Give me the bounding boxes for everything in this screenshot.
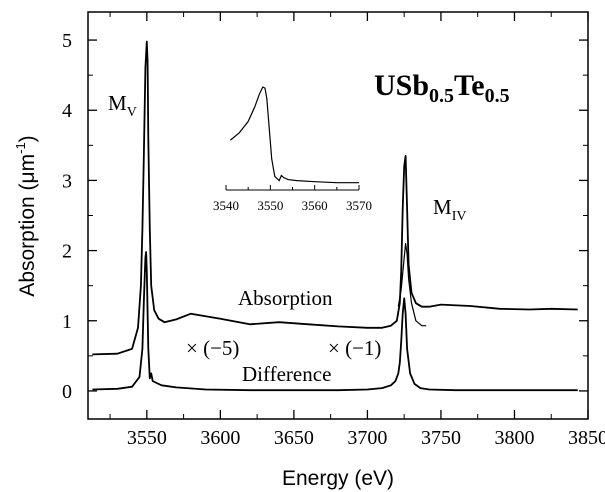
x-tick-label: 3700 <box>347 427 387 449</box>
inset-x-tick-label: 3550 <box>257 198 283 213</box>
series-0-line <box>92 40 578 356</box>
y-tick-label: 3 <box>62 170 72 192</box>
y-tick-label: 0 <box>62 381 72 403</box>
inset-x-tick-label: 3560 <box>302 198 328 213</box>
axis-ticks: 3550 3600 3650 3700 3750 3800 3850 0 1 2 3 4 5 <box>62 12 605 449</box>
inset-plot: 3540 3550 3560 3570 <box>213 86 372 213</box>
absorption-label: Absorption <box>238 286 333 310</box>
x-tick-label: 3850 <box>568 427 605 449</box>
x-tick-label: 3750 <box>421 427 461 449</box>
mv-label: MV <box>108 91 137 120</box>
series-lines <box>92 40 578 392</box>
x-axis-label: Energy (eV) <box>282 467 394 490</box>
y-tick-label: 5 <box>62 30 72 52</box>
miv-label: MIV <box>433 195 466 224</box>
x-tick-label: 3800 <box>494 427 534 449</box>
inset-line <box>230 86 359 184</box>
inset-x-tick-label: 3570 <box>346 198 372 213</box>
scale-left-label: × (−5) <box>186 336 239 360</box>
scale-right-label: × (−1) <box>328 336 381 360</box>
series-1-line <box>397 243 427 327</box>
x-tick-label: 3550 <box>127 427 167 449</box>
difference-label: Difference <box>242 362 331 386</box>
chart-title: USb0.5Te0.5 <box>374 69 510 107</box>
series-2-line <box>92 251 578 392</box>
y-tick-label: 4 <box>62 100 72 122</box>
inset-ticks: 3540 3550 3560 3570 <box>213 185 372 213</box>
x-tick-label: 3600 <box>200 427 240 449</box>
y-tick-label: 1 <box>62 311 72 333</box>
y-tick-label: 2 <box>62 241 72 263</box>
inset-x-tick-label: 3540 <box>213 198 239 213</box>
y-axis-label: Absorption (μm-1) <box>13 135 39 296</box>
x-tick-label: 3650 <box>274 427 314 449</box>
